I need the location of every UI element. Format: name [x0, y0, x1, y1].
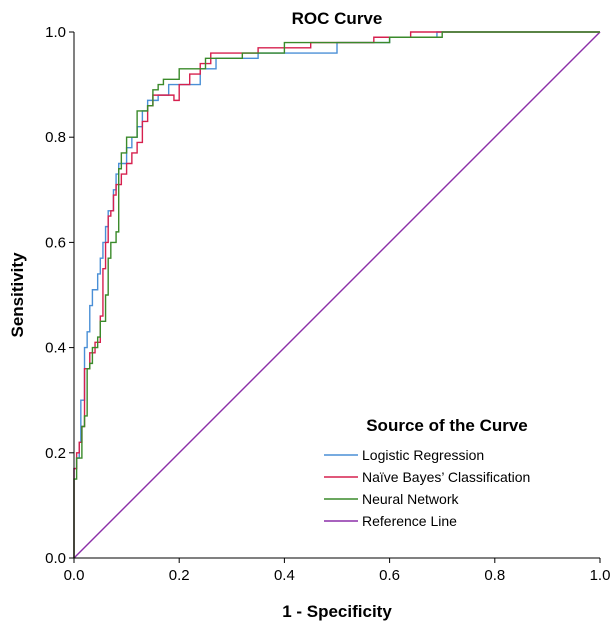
plot-lines [73, 31, 601, 559]
series-line-2 [73, 31, 600, 558]
y-tick-label: 1.0 [45, 24, 66, 41]
x-axis-label: 1 - Specificity [282, 602, 392, 621]
x-tick-label: 0.8 [484, 567, 505, 584]
legend-items: Logistic Regression Naïve Bayes’ Classifi… [324, 447, 530, 529]
series-line-0 [73, 31, 600, 558]
legend-label: Reference Line [362, 513, 457, 529]
y-tick-label: 0.6 [45, 234, 66, 251]
y-ticks: 0.0 0.2 0.4 0.6 0.8 1.0 [45, 24, 74, 567]
y-tick-label: 0.0 [45, 550, 66, 567]
legend-label: Neural Network [362, 491, 459, 507]
x-tick-label: 0.0 [64, 567, 85, 584]
legend: Source of the Curve Logistic Regression N… [324, 416, 530, 529]
legend-label: Logistic Regression [362, 447, 484, 463]
legend-label: Naïve Bayes’ Classification [362, 469, 530, 485]
x-tick-label: 0.6 [379, 567, 400, 584]
x-ticks: 0.0 0.2 0.4 0.6 0.8 1.0 [64, 558, 611, 584]
y-axis-label: Sensitivity [8, 252, 27, 338]
x-tick-label: 0.4 [274, 567, 295, 584]
chart-title: ROC Curve [292, 9, 383, 28]
x-tick-label: 0.2 [169, 567, 190, 584]
x-tick-label: 1.0 [590, 567, 611, 584]
legend-title: Source of the Curve [366, 416, 528, 435]
series-line-3 [73, 31, 601, 559]
y-tick-label: 0.8 [45, 129, 66, 146]
y-tick-label: 0.4 [45, 340, 66, 357]
y-tick-label: 0.2 [45, 445, 66, 462]
